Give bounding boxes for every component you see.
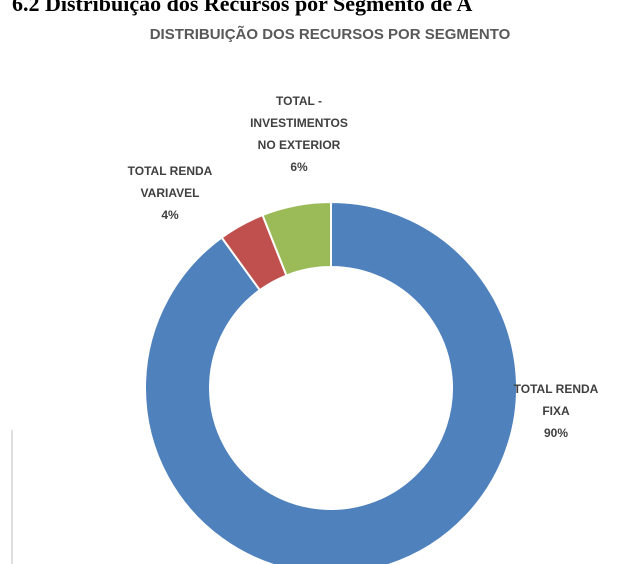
section-heading: 6.2 Distribuição dos Recursos por Segmen… xyxy=(12,0,473,16)
slice-label: TOTAL RENDA VARIAVEL xyxy=(127,164,213,200)
donut-slice xyxy=(144,200,518,564)
slice-value: 6% xyxy=(290,160,308,174)
slice-label: TOTAL RENDA FIXA xyxy=(513,382,599,418)
donut-slice xyxy=(261,200,332,277)
slice-value: 90% xyxy=(543,426,569,440)
slice-label: TOTAL - INVESTIMENTOS NO EXTERIOR xyxy=(250,94,348,152)
slice-value: 4% xyxy=(161,208,179,222)
chart-title: DISTRIBUIÇÃO DOS RECURSOS POR SEGMENTO xyxy=(149,26,511,43)
